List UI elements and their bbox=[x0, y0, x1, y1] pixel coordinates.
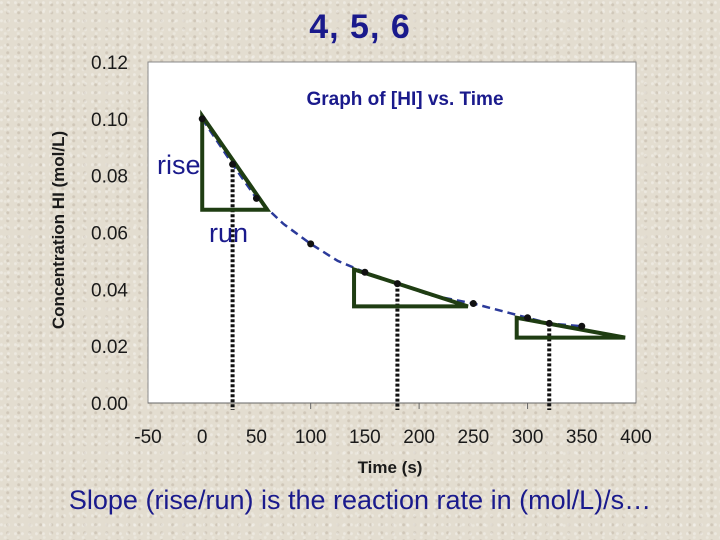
y-tick-label: 0.02 bbox=[91, 337, 128, 358]
data-point bbox=[393, 280, 401, 288]
chart-title: Graph of [HI] vs. Time bbox=[306, 89, 503, 110]
y-tick-label: 0.00 bbox=[91, 394, 128, 415]
x-tick-label: 150 bbox=[349, 427, 381, 448]
x-tick-label: 350 bbox=[566, 427, 598, 448]
y-axis-label: Concentration HI (mol/L) bbox=[49, 131, 68, 329]
x-tick-label: 250 bbox=[457, 427, 489, 448]
hi-concentration-chart: -50 0 50 100 150 200 250 300 350 400 0.12 0.10 0.08… bbox=[49, 53, 652, 477]
data-point bbox=[578, 322, 586, 330]
y-tick-label: 0.10 bbox=[91, 110, 128, 131]
data-point bbox=[524, 314, 532, 322]
data-point bbox=[252, 194, 260, 202]
y-tick-label: 0.08 bbox=[91, 167, 128, 188]
tangent-triangle bbox=[514, 315, 626, 340]
x-tick-label: -50 bbox=[134, 427, 161, 448]
x-axis-label: Time (s) bbox=[358, 458, 423, 477]
y-tick-label: 0.06 bbox=[91, 224, 128, 245]
tangent-triangle bbox=[352, 266, 469, 309]
x-tick-label: 300 bbox=[512, 427, 544, 448]
data-point bbox=[545, 319, 553, 327]
run-label: run bbox=[209, 218, 248, 248]
x-tick-label: 100 bbox=[295, 427, 327, 448]
trend-curve bbox=[201, 118, 582, 328]
x-tick-label: 0 bbox=[197, 427, 208, 448]
slide-caption: Slope (rise/run) is the reaction rate in… bbox=[68, 485, 652, 515]
x-tick-label: 50 bbox=[246, 427, 267, 448]
y-tick-label: 0.04 bbox=[91, 280, 128, 301]
rise-label: rise bbox=[157, 150, 201, 180]
data-point bbox=[307, 240, 315, 248]
x-tick-label: 400 bbox=[620, 427, 652, 448]
x-tick-label: 200 bbox=[403, 427, 435, 448]
y-tick-label: 0.12 bbox=[91, 53, 128, 74]
slide-title: 4, 5, 6 bbox=[309, 8, 411, 46]
data-point bbox=[229, 160, 237, 168]
plot-area bbox=[147, 61, 637, 404]
data-point bbox=[469, 300, 477, 308]
data-point bbox=[361, 268, 369, 276]
data-point bbox=[198, 115, 206, 123]
